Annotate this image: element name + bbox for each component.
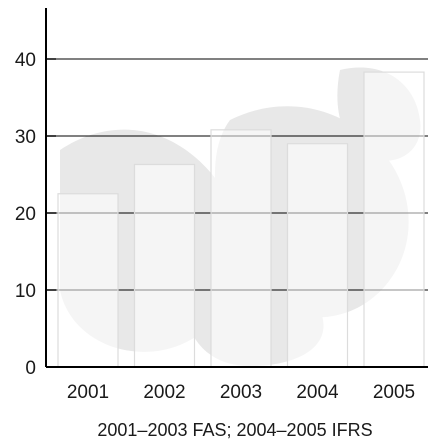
bar-2001 [57,193,119,368]
y-tick-label: 0 [25,358,36,379]
y-tick-label: 40 [15,50,36,71]
x-tick-label: 2001 [67,382,109,403]
y-tick-label: 10 [15,281,36,302]
bar-2002 [133,163,196,368]
chart-footnote: 2001–2003 FAS; 2004–2005 IFRS [97,420,372,440]
x-tick-label: 2003 [220,382,262,403]
x-tick-label: 2004 [296,382,339,403]
bar-2003 [210,129,272,368]
axes [45,8,428,368]
x-tick-label: 2002 [143,382,185,403]
y-axis-ticks: 0 10 20 30 40 [15,50,56,379]
bar-2004 [286,143,349,368]
bars [57,71,425,368]
y-tick-label: 20 [15,204,36,225]
y-tick-label: 30 [15,127,36,148]
bar-2005 [363,71,425,368]
x-tick-label: 2005 [373,382,415,403]
x-axis-ticks: 2001 2002 2003 2004 2005 [67,382,415,403]
